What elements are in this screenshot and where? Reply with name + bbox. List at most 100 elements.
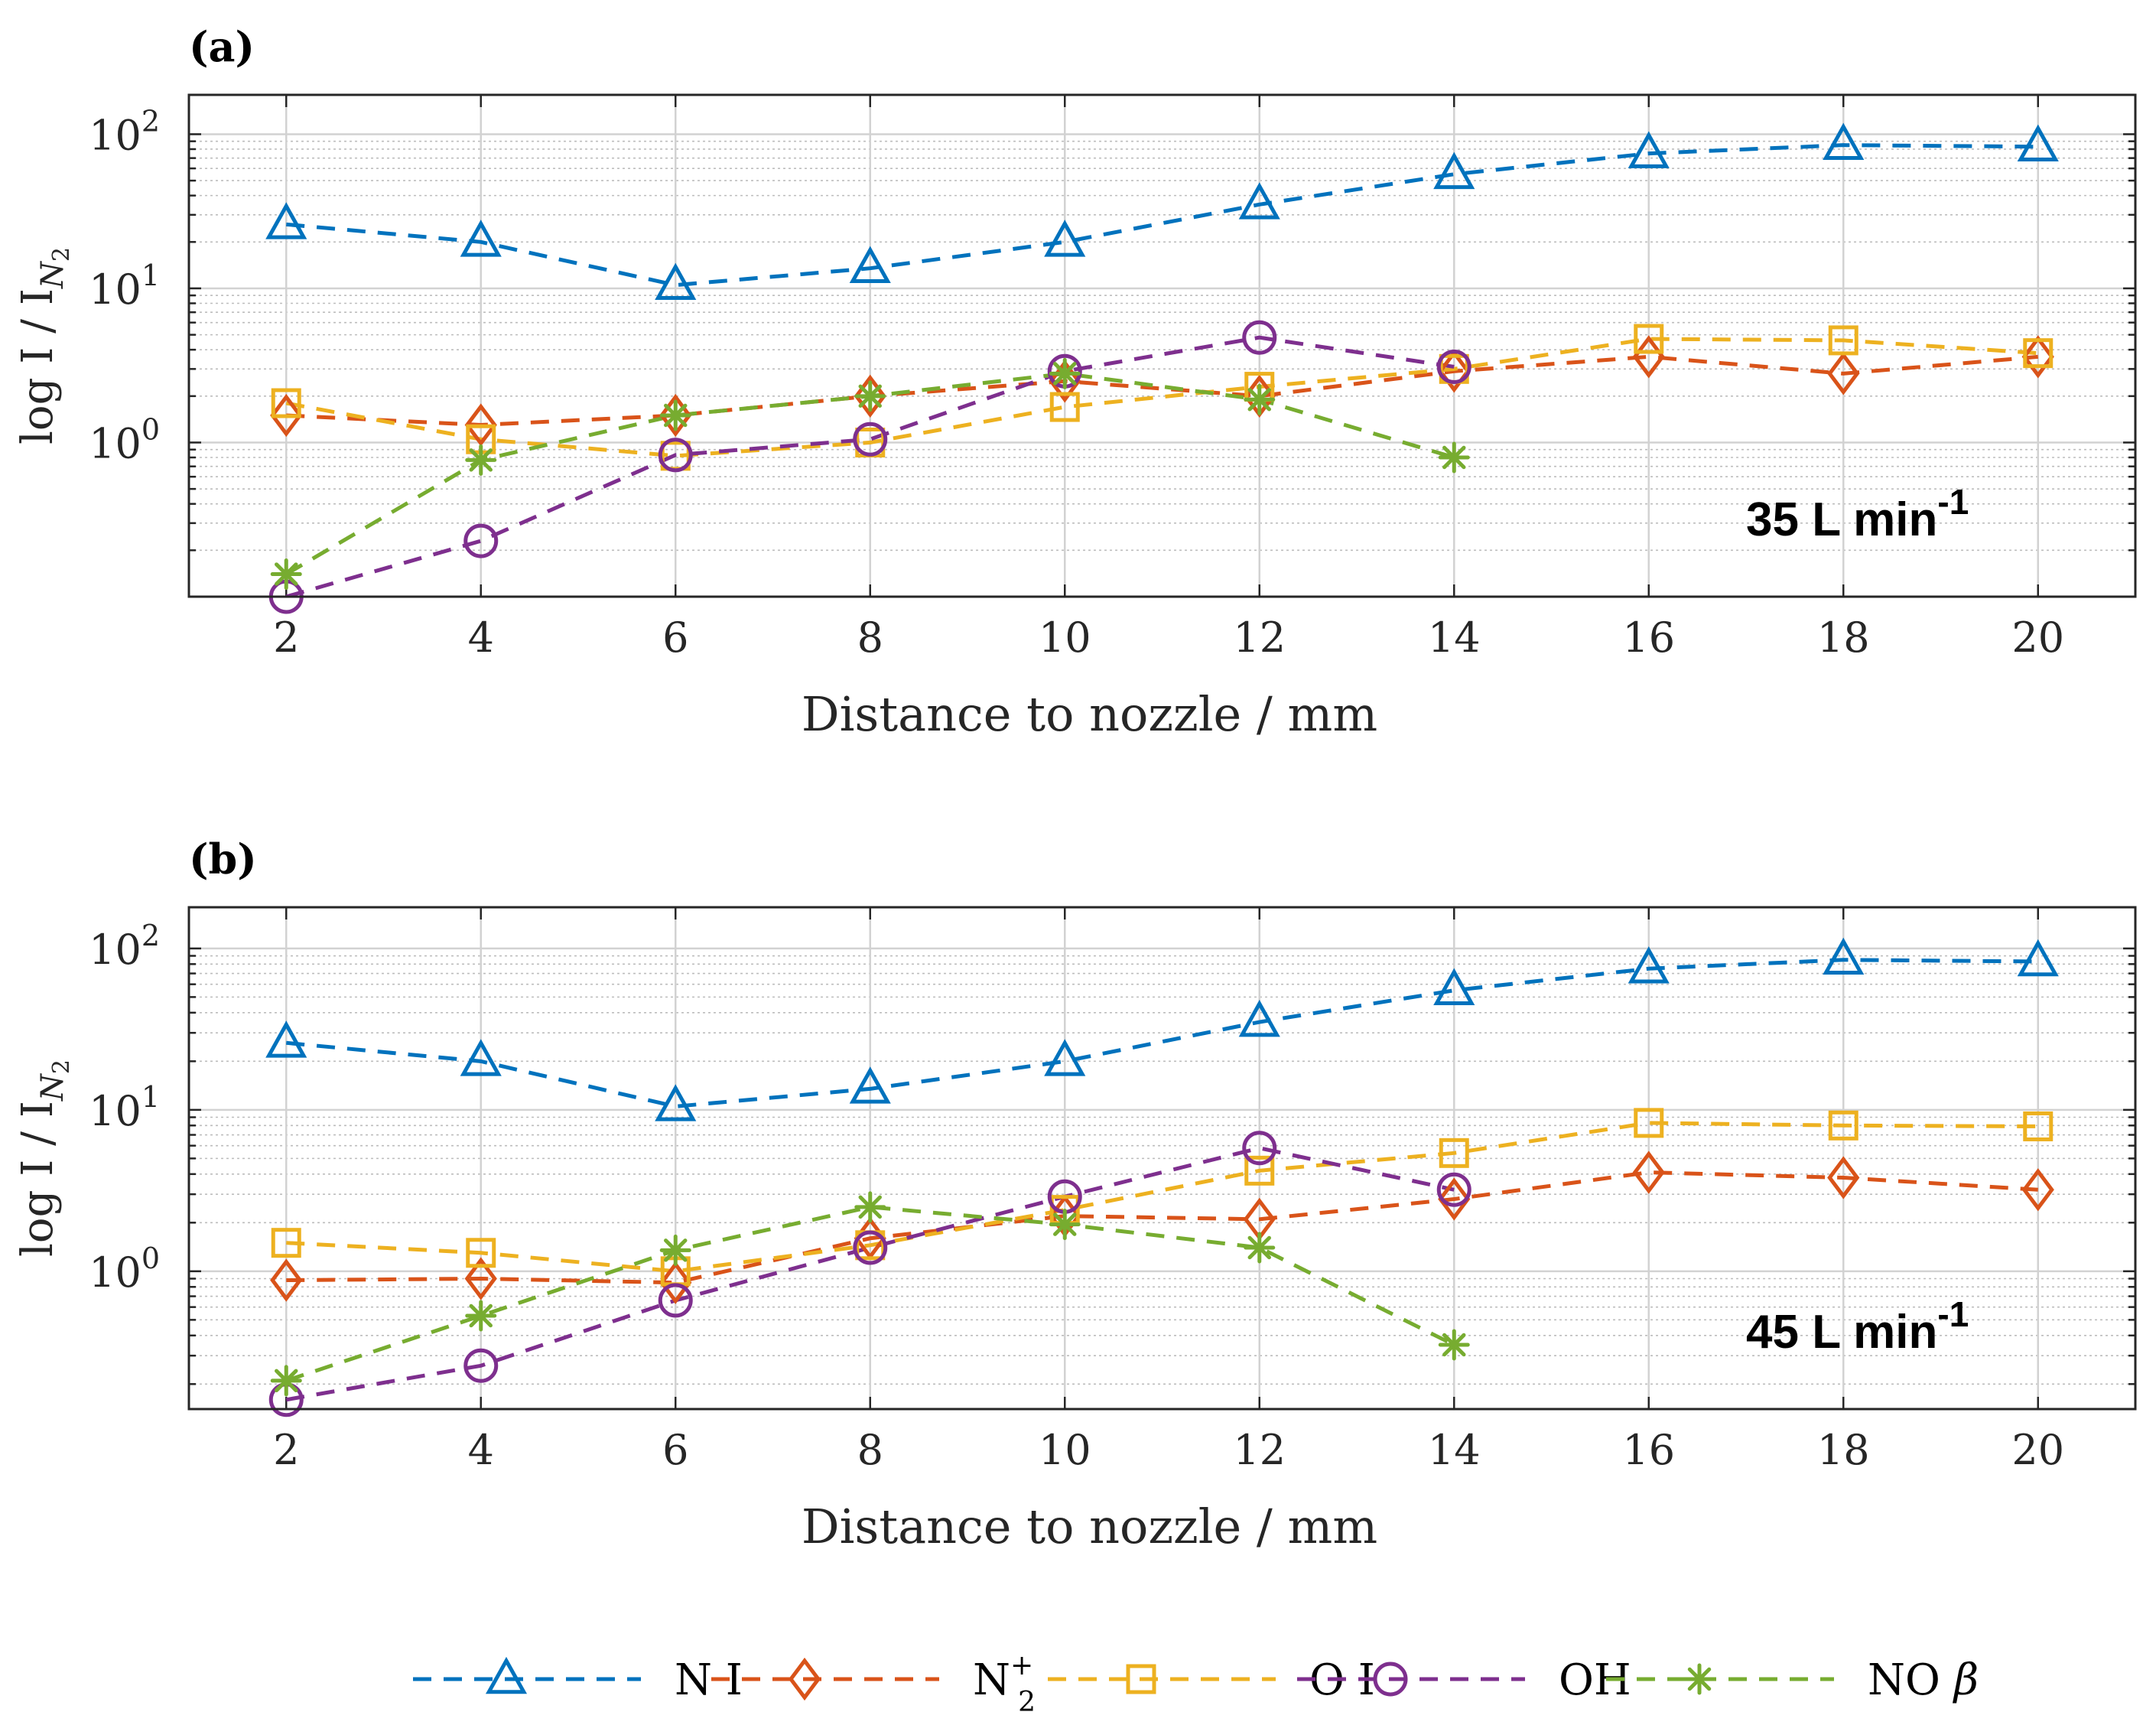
legend-n-i-label-text: N I — [675, 1655, 743, 1705]
panel-a-point-oh — [658, 438, 693, 473]
legend-no-beta: NO β — [1606, 1655, 1979, 1705]
panel-a-ytick-base: 10 — [89, 111, 141, 159]
panel-a-point-oh — [463, 523, 499, 558]
panel-a-ylabel-main: log I / I — [13, 288, 63, 444]
panel-a-xtick-label: 2 — [273, 614, 299, 662]
legend-n-i-marker — [485, 1656, 528, 1694]
legend-no-beta-label-space — [1940, 1655, 1954, 1705]
panel-a-point-no-beta-stroke — [1053, 362, 1077, 386]
panel-a-ylabel-sub-digit: 2 — [48, 247, 75, 262]
panel-a-point-n2- — [464, 403, 497, 447]
panel-a-series-line-n2- — [286, 354, 2038, 428]
panel-a-xtick-label: 12 — [1233, 614, 1286, 662]
legend-o-i: O I — [1048, 1655, 1375, 1705]
panel-b-xlabel: Distance to nozzle / mm — [802, 1499, 1377, 1554]
panel-b-point-n-i — [1238, 999, 1280, 1037]
panel-b-ytick-base: 10 — [89, 926, 141, 974]
panel-a-point-n2- — [659, 393, 692, 438]
panel-a-xlabel: Distance to nozzle / mm — [802, 686, 1377, 742]
panel-a-xtick-label: 6 — [662, 614, 688, 662]
panel-a-point-no-beta-stroke — [1247, 388, 1271, 412]
panel-b-xtick-label: 20 — [2011, 1426, 2064, 1474]
panel-a-xtick-label: 18 — [1817, 614, 1870, 662]
panel-a-ytick-exp: 0 — [141, 412, 160, 446]
panel-a-annotation: 35 L min-1 — [1746, 482, 1969, 546]
panel-a-point-n2- — [2021, 335, 2054, 379]
panel-a-xtick-label: 20 — [2011, 614, 2064, 662]
panel-a-point-no-beta-stroke — [469, 448, 493, 472]
panel-b-point-n2- — [1438, 1177, 1471, 1221]
panel-b-xtick-label: 18 — [1817, 1426, 1870, 1474]
panel-b-point-n-i — [1823, 937, 1865, 975]
panel-a-xtick-label: 10 — [1039, 614, 1091, 662]
panel-b-ylabel-sub: N — [35, 1072, 70, 1102]
legend-o-i-marker — [1126, 1664, 1156, 1694]
panel-a-point-no-beta — [1244, 383, 1276, 415]
panel-b-ylabel: log I / IN2 — [13, 1059, 75, 1257]
panel-a-annotation-text: 35 L min — [1746, 493, 1937, 546]
legend-no-beta-label: NO β — [1868, 1655, 1979, 1705]
panel-b-point-n2- — [2021, 1168, 2054, 1212]
panel-b-annotation-text: 45 L min — [1746, 1306, 1937, 1359]
panel-b-point-n2- — [1827, 1156, 1860, 1199]
panel-b-point-n-i — [1044, 1039, 1086, 1076]
panel-b-point-no-beta — [270, 1365, 302, 1397]
panel-a-point-o-i — [1634, 324, 1664, 354]
panel-b-point-no-beta-stroke — [1053, 1212, 1077, 1236]
panel-b-xtick-label: 6 — [662, 1426, 688, 1474]
panel-b-point-no-beta — [1049, 1209, 1081, 1241]
panel-b-point-o-i — [466, 1238, 496, 1268]
panel-b-point-n2- — [659, 1261, 692, 1304]
panel-b-point-oh — [1242, 1131, 1277, 1166]
legend-n2--label-sub: 2 — [1018, 1687, 1036, 1718]
panel-a-ytick-exp: 2 — [141, 104, 160, 138]
panel-a-point-n2- — [854, 374, 886, 418]
panel-b-point-n-i — [265, 1020, 307, 1058]
legend-no-beta-label-greek: β — [1953, 1655, 1979, 1705]
panel-b-annotation: 45 L min-1 — [1746, 1294, 1969, 1359]
panel-b-point-o-i — [1439, 1138, 1469, 1168]
panel-b-point-n2- — [270, 1258, 303, 1302]
legend-n2--marker — [788, 1657, 821, 1701]
panel-a-xtick-label: 8 — [857, 614, 883, 662]
panel-b-point-no-beta — [1244, 1232, 1276, 1264]
panel-a-xtick-label: 4 — [468, 614, 494, 662]
panel-a-series-line-n-i — [286, 143, 2038, 288]
panel-a-ylabel: log I / IN2 — [13, 247, 75, 444]
panel-b-point-no-beta — [854, 1191, 886, 1223]
panel-b-point-oh — [463, 1348, 499, 1383]
panel-a-point-no-beta — [270, 558, 302, 591]
panel-b-ytick-exp: 0 — [141, 1242, 160, 1275]
panel-a-point-n2- — [1827, 352, 1860, 395]
panel-a-ytick-exp: 1 — [141, 259, 160, 292]
panel-a-axes-box — [187, 93, 2137, 598]
panel-a-xtick-label: 16 — [1622, 614, 1675, 662]
panel-b-point-no-beta — [659, 1234, 691, 1266]
panel-a-point-o-i — [1049, 392, 1080, 422]
panel-b-point-o-i — [2023, 1111, 2054, 1141]
panel-b-point-o-i — [271, 1228, 301, 1258]
legend-n-i-label: N I — [675, 1655, 743, 1705]
panel-b-data — [285, 958, 2038, 1402]
panel-b-series-line-o-i — [286, 1121, 2038, 1274]
panel-b-annotation-sup: -1 — [1937, 1294, 1969, 1334]
panel-b-point-n-i — [849, 1066, 891, 1104]
panel-a-point-no-beta — [1438, 441, 1470, 474]
panel-b-xtick-label: 16 — [1622, 1426, 1675, 1474]
panel-b-xtick-label: 14 — [1428, 1426, 1481, 1474]
panel-a-point-no-beta-stroke — [664, 403, 688, 428]
panel-b-point-no-beta-stroke — [664, 1238, 688, 1262]
panel-a-point-n-i — [460, 220, 502, 257]
panel-a-point-o-i — [271, 388, 301, 418]
panel-b-axes-box — [187, 906, 2137, 1411]
panel-a-point-n-i — [1433, 151, 1475, 190]
panel-a-point-n-i — [1238, 182, 1280, 220]
panel-a-point-n2- — [1438, 350, 1471, 393]
panel-a-series-line-o-i — [285, 337, 2038, 458]
panel-b-point-o-i — [1634, 1108, 1664, 1138]
panel-b-xtick-label: 12 — [1233, 1426, 1286, 1474]
panel-b-series-line-oh — [285, 1146, 1455, 1402]
panel-b-point-n2- — [1632, 1151, 1665, 1194]
panel-b-markers — [265, 937, 2059, 1417]
